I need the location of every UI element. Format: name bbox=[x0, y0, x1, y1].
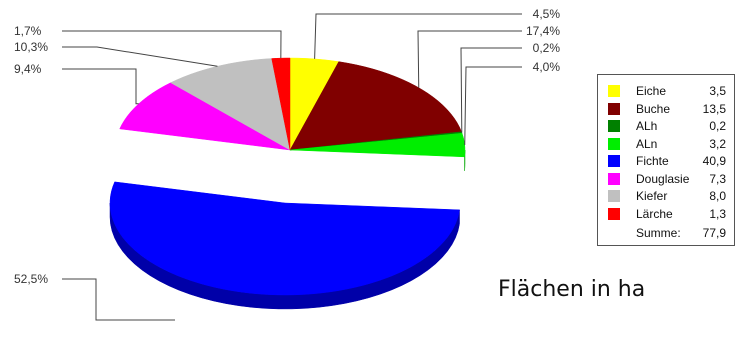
legend-label: Buche bbox=[636, 101, 671, 116]
legend-value: 40,9 bbox=[702, 154, 726, 168]
legend-item-fichte: Fichte 40,9 bbox=[598, 153, 734, 169]
legend-swatch bbox=[608, 120, 620, 132]
slice-laerche bbox=[271, 57, 291, 151]
percent-label-alh: 0,2% bbox=[533, 41, 561, 55]
legend-label: Kiefer bbox=[636, 189, 668, 203]
percent-label-aln: 4,0% bbox=[533, 60, 561, 74]
legend-total-label: Summe: bbox=[636, 226, 681, 240]
legend-item-aln: ALn 3,2 bbox=[598, 136, 734, 152]
legend-value: 7,3 bbox=[709, 171, 726, 186]
percent-label-laerche: 1,7% bbox=[14, 24, 42, 38]
legend-swatch bbox=[608, 85, 620, 97]
chart-title: Flächen in ha bbox=[498, 277, 646, 302]
legend-value: 1,3 bbox=[709, 206, 726, 221]
percent-label-douglasie: 9,4% bbox=[14, 62, 42, 76]
legend-swatch bbox=[608, 190, 620, 202]
legend-value: 8,0 bbox=[709, 189, 726, 203]
pie-slices bbox=[109, 57, 466, 310]
legend-item-laerche: Lärche 1,3 bbox=[598, 206, 734, 222]
leader-alh bbox=[460, 47, 522, 133]
percent-labels: 4,5% 17,4% 0,2% 4,0% 52,5% 9,4% 10,3% 1,7% bbox=[14, 7, 560, 286]
legend-label: Douglasie bbox=[636, 171, 690, 186]
slice-buche bbox=[289, 61, 462, 151]
legend-label: Lärche bbox=[636, 206, 673, 221]
legend-swatch bbox=[608, 172, 620, 185]
legend-value: 13,5 bbox=[702, 101, 726, 116]
leader-aln bbox=[464, 66, 522, 146]
legend-value: 3,2 bbox=[709, 136, 726, 151]
slice-fichte bbox=[109, 181, 460, 296]
legend-item-douglasie: Douglasie 7,3 bbox=[598, 171, 734, 187]
legend-label: ALh bbox=[636, 119, 658, 133]
slice-kiefer bbox=[170, 58, 291, 151]
legend-swatch bbox=[608, 207, 620, 220]
legend-item-buche: Buche 13,5 bbox=[598, 101, 734, 117]
legend-value: 3,5 bbox=[709, 84, 726, 98]
legend-swatch bbox=[608, 102, 620, 115]
percent-label-eiche: 4,5% bbox=[533, 7, 561, 21]
legend-item-kiefer: Kiefer 8,0 bbox=[598, 188, 734, 204]
legend-swatch bbox=[608, 137, 620, 150]
legend-label: Fichte bbox=[636, 154, 669, 168]
legend-label: Eiche bbox=[636, 84, 667, 98]
leader-eiche bbox=[314, 13, 522, 59]
legend: Eiche 3,5 Buche 13,5 ALh 0,2 ALn 3,2 Fichte 40,9 D… bbox=[597, 74, 735, 246]
legend-swatch bbox=[608, 155, 620, 167]
label-leaders bbox=[62, 13, 522, 321]
leader-fichte bbox=[62, 278, 175, 321]
leader-buche bbox=[417, 30, 522, 88]
legend-value: 0,2 bbox=[709, 119, 726, 133]
leader-douglasie bbox=[62, 68, 139, 105]
slice-aln bbox=[289, 132, 466, 158]
legend-total: Summe: 77,9 bbox=[598, 225, 734, 241]
legend-label: ALn bbox=[636, 136, 658, 151]
percent-label-fichte: 52,5% bbox=[14, 272, 48, 286]
percent-label-buche: 17,4% bbox=[526, 24, 560, 38]
leader-kiefer bbox=[62, 46, 218, 67]
legend-total-value: 77,9 bbox=[702, 226, 726, 240]
legend-item-eiche: Eiche 3,5 bbox=[598, 83, 734, 99]
percent-label-kiefer: 10,3% bbox=[14, 40, 48, 54]
leader-laerche bbox=[62, 30, 282, 59]
legend-item-alh: ALh 0,2 bbox=[598, 118, 734, 134]
